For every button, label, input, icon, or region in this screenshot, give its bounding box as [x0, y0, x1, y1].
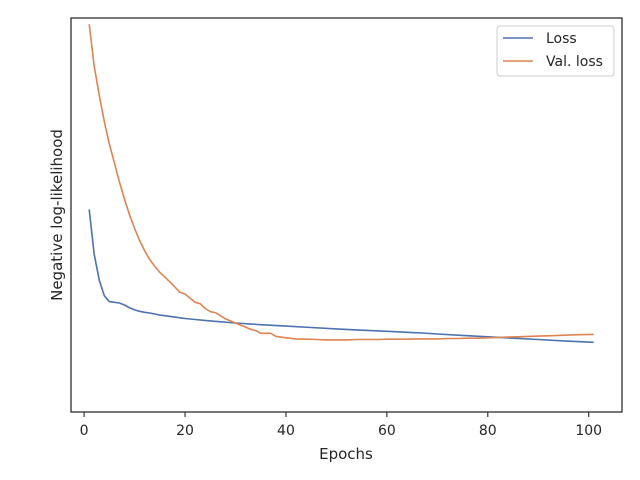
legend: Loss Val. loss — [496, 25, 615, 77]
legend-label-loss: Loss — [546, 31, 577, 47]
x-axis-ticks: 0 20 40 60 80 100 — [80, 412, 602, 439]
series-line-loss — [88, 209, 594, 344]
series-layer — [88, 24, 594, 344]
x-tick-label: 40 — [277, 423, 295, 439]
series-line-val-loss — [88, 24, 594, 341]
x-tick-label: 0 — [80, 423, 89, 439]
x-tick-label: 80 — [479, 423, 497, 439]
y-axis-title: Negative log-likelihood — [48, 129, 66, 301]
x-tick-label: 60 — [378, 423, 396, 439]
plot-area — [71, 18, 622, 412]
x-axis-title: Epochs — [319, 445, 373, 463]
x-tick-label: 100 — [575, 423, 602, 439]
x-tick-label: 20 — [176, 423, 194, 439]
plot-frame — [70, 17, 623, 413]
legend-label-val-loss: Val. loss — [546, 54, 603, 70]
